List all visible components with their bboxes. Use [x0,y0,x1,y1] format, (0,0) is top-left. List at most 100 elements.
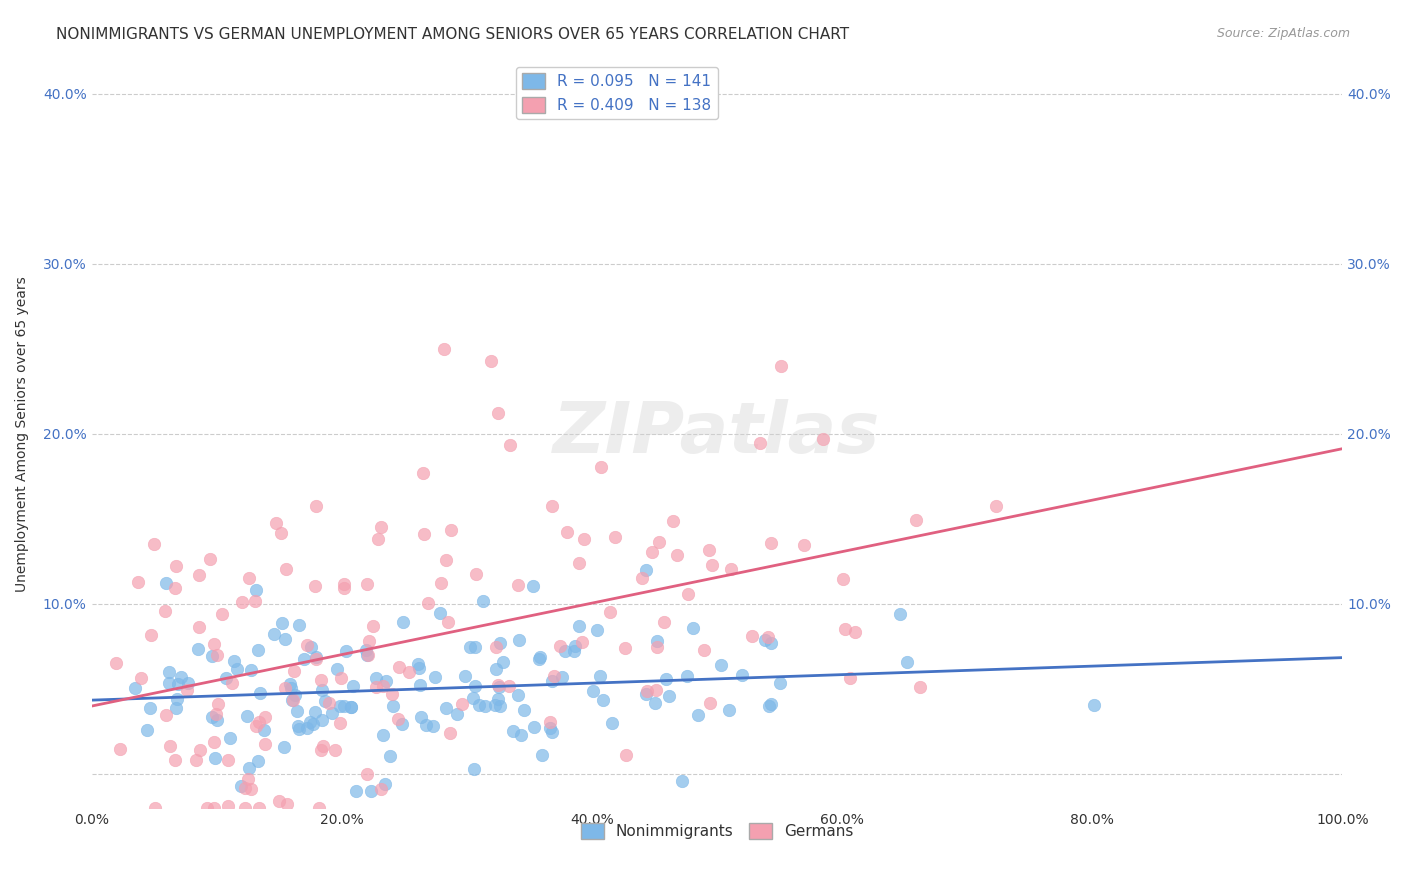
Point [509,728,531,742]
Point [434,700,457,714]
Point [1083,698,1105,712]
Point [254,737,277,751]
Point [271,616,294,631]
Point [165,558,187,573]
Point [408,661,430,675]
Point [434,552,457,566]
Point [233,781,256,796]
Point [298,714,321,729]
Point [143,537,166,551]
Point [540,500,562,514]
Point [143,801,166,815]
Point [484,698,506,712]
Point [409,710,432,724]
Point [423,670,446,684]
Point [439,726,461,740]
Point [287,719,309,733]
Point [599,605,621,619]
Point [415,717,437,731]
Point [529,651,551,665]
Point [464,679,486,693]
Point [155,707,177,722]
Point [543,669,565,683]
Point [430,575,453,590]
Point [465,566,488,581]
Point [195,801,218,815]
Point [634,563,657,577]
Point [269,794,291,808]
Point [548,639,571,653]
Point [693,643,716,657]
Point [413,526,436,541]
Point [446,706,468,721]
Point [754,633,776,648]
Point [305,650,328,665]
Point [304,705,326,719]
Point [699,697,721,711]
Point [202,801,225,815]
Point [838,671,860,685]
Point [613,640,636,655]
Point [329,698,352,713]
Point [697,542,720,557]
Point [221,676,243,690]
Point [205,713,228,727]
Point [239,782,262,797]
Point [299,640,322,654]
Point [136,723,159,737]
Point [305,499,328,513]
Point [188,620,211,634]
Point [131,671,153,685]
Point [665,548,688,562]
Point [636,687,658,701]
Point [139,627,162,641]
Point [340,699,363,714]
Point [488,680,510,694]
Text: ZIPatlas: ZIPatlas [553,400,880,468]
Point [422,718,444,732]
Point [295,722,318,736]
Point [492,655,515,669]
Point [371,679,394,693]
Point [295,638,318,652]
Point [378,749,401,764]
Point [239,663,262,677]
Point [159,739,181,753]
Point [647,640,669,655]
Point [124,681,146,695]
Point [461,691,484,706]
Point [247,801,270,815]
Point [474,698,496,713]
Point [761,635,783,649]
Point [163,753,186,767]
Point [245,719,267,733]
Point [305,652,328,666]
Point [302,717,325,731]
Point [498,680,520,694]
Point [165,701,187,715]
Point [451,697,474,711]
Point [264,516,287,531]
Point [246,642,269,657]
Point [165,582,187,596]
Point [356,577,378,591]
Point [205,648,228,662]
Point [207,697,229,711]
Point [356,648,378,662]
Point [202,637,225,651]
Point [177,675,200,690]
Point [506,689,529,703]
Point [253,710,276,724]
Point [370,520,392,534]
Point [502,723,524,738]
Point [485,661,508,675]
Point [758,699,780,714]
Point [176,682,198,697]
Point [889,607,911,622]
Text: NONIMMIGRANTS VS GERMAN UNEMPLOYMENT AMONG SENIORS OVER 65 YEARS CORRELATION CHA: NONIMMIGRANTS VS GERMAN UNEMPLOYMENT AMO… [56,27,849,42]
Point [793,538,815,552]
Point [440,523,463,537]
Point [429,606,451,620]
Point [661,514,683,528]
Point [360,783,382,797]
